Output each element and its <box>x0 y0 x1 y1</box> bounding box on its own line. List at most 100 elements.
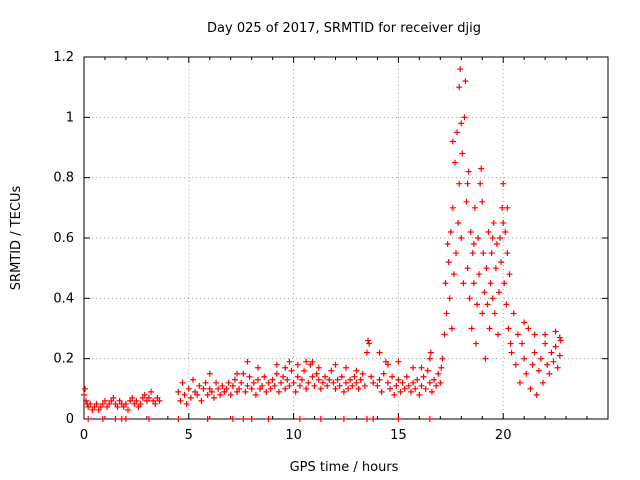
data-point <box>148 388 155 395</box>
data-point <box>204 416 211 422</box>
data-point <box>248 416 255 422</box>
data-point <box>521 319 528 326</box>
data-point <box>221 388 228 395</box>
data-point <box>122 400 129 407</box>
data-point <box>317 385 324 392</box>
data-point <box>478 165 485 172</box>
data-point <box>489 295 496 302</box>
data-point <box>464 180 471 187</box>
data-point <box>336 382 343 389</box>
data-point <box>442 280 449 287</box>
data-point <box>355 385 362 392</box>
data-point <box>458 120 465 127</box>
data-point <box>464 265 471 272</box>
y-axis-label: SRMTID / TECUs <box>9 186 24 291</box>
data-point <box>340 388 347 395</box>
data-point <box>498 259 505 266</box>
data-point <box>332 361 339 368</box>
data-point <box>474 301 480 308</box>
axis-ticks: 0 5 10 15 20 0 0.2 0.4 0.6 0.8 1 1.2 <box>53 50 608 443</box>
data-point <box>427 349 434 356</box>
data-point <box>217 391 224 398</box>
data-point <box>145 416 152 422</box>
data-point <box>483 265 490 272</box>
data-point <box>183 400 190 407</box>
data-point <box>185 385 192 392</box>
data-point <box>189 376 196 383</box>
data-point <box>82 385 89 392</box>
data-point <box>131 400 138 407</box>
data-point <box>453 250 460 257</box>
data-point <box>542 331 549 338</box>
data-point <box>108 397 115 404</box>
data-point <box>181 391 188 398</box>
data-point <box>469 250 476 257</box>
data-point <box>384 379 391 386</box>
data-point <box>307 361 314 368</box>
data-point <box>454 129 461 136</box>
data-point <box>347 376 354 383</box>
data-point <box>493 241 500 248</box>
data-point <box>334 376 341 383</box>
data-point <box>137 400 144 407</box>
data-point <box>462 78 469 85</box>
data-points <box>81 66 564 422</box>
data-point <box>213 379 220 386</box>
data-point <box>508 349 515 356</box>
data-point <box>535 367 542 374</box>
data-point <box>501 280 508 287</box>
data-point <box>311 382 318 389</box>
data-point <box>357 376 364 383</box>
data-point <box>449 138 456 145</box>
data-point <box>298 376 305 383</box>
data-point <box>516 379 523 386</box>
data-point <box>106 400 113 407</box>
data-point <box>97 403 104 410</box>
data-point <box>368 373 375 380</box>
y-tick-label: 0.2 <box>53 352 74 367</box>
data-point <box>353 367 360 374</box>
data-point <box>523 370 530 377</box>
data-point <box>254 364 261 371</box>
data-point <box>206 370 213 377</box>
data-point <box>395 358 402 365</box>
data-point <box>229 416 236 422</box>
data-point <box>533 391 540 398</box>
data-point <box>505 325 512 332</box>
data-point <box>114 403 121 410</box>
data-point <box>338 373 345 380</box>
data-point <box>514 331 521 338</box>
data-point <box>407 388 414 395</box>
x-tick-label: 5 <box>185 428 193 443</box>
data-point <box>428 388 435 395</box>
data-point <box>284 376 291 383</box>
data-point <box>420 373 427 380</box>
data-point <box>471 204 478 211</box>
data-point <box>104 403 111 410</box>
data-point <box>476 271 483 278</box>
data-point <box>444 241 451 248</box>
data-point <box>349 382 356 389</box>
data-point <box>273 370 280 377</box>
data-point <box>481 289 488 296</box>
data-point <box>328 367 335 374</box>
data-point <box>479 198 486 205</box>
data-point <box>540 379 547 386</box>
data-point <box>315 376 322 383</box>
data-point <box>468 325 475 332</box>
data-point <box>361 382 368 389</box>
y-tick-label: 0.8 <box>53 171 74 186</box>
data-point <box>154 394 161 401</box>
data-point <box>301 367 308 374</box>
data-point <box>389 373 396 380</box>
data-point <box>412 385 419 392</box>
data-point <box>179 379 186 386</box>
data-point <box>479 310 486 317</box>
data-point <box>422 385 429 392</box>
data-point <box>525 325 532 332</box>
data-point <box>227 391 234 398</box>
data-point <box>489 235 496 241</box>
data-point <box>507 340 514 347</box>
data-point <box>550 358 557 365</box>
